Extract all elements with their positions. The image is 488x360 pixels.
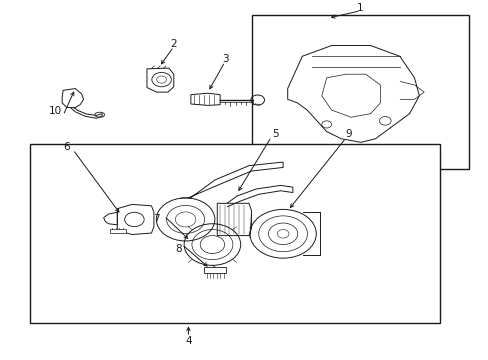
Text: 6: 6 [63, 141, 70, 152]
Text: 10: 10 [49, 106, 62, 116]
Text: 2: 2 [170, 39, 177, 49]
Text: 3: 3 [221, 54, 228, 64]
Bar [30, 144, 439, 323]
Bar [251, 15, 468, 169]
Text: 1: 1 [357, 3, 363, 13]
Bar [203, 267, 225, 273]
Text: 7: 7 [153, 215, 160, 224]
Bar [110, 229, 125, 233]
Text: 9: 9 [345, 129, 351, 139]
Text: 4: 4 [185, 336, 191, 346]
Text: 5: 5 [271, 130, 278, 139]
Text: 8: 8 [175, 244, 182, 254]
